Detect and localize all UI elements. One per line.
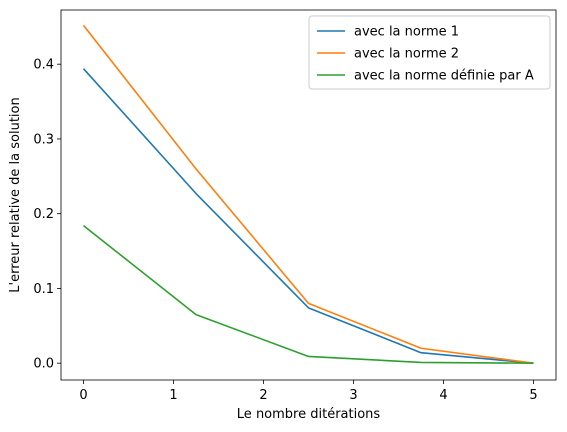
x-tick-label: 1 [169,388,177,403]
x-tick-label: 3 [349,388,357,403]
x-tick-label: 4 [439,388,447,403]
y-tick-label: 0.0 [33,357,54,372]
series-line-2 [82,24,534,364]
legend-label: avec la norme définie par A [354,69,534,84]
x-tick-label: 5 [529,388,537,403]
legend-label: avec la norme 2 [354,47,459,62]
y-axis-label: L'erreur relative de la solution [8,97,23,292]
x-tick-label: 2 [259,388,267,403]
plot-frame [60,9,557,381]
y-tick-label: 0.2 [33,207,54,222]
legend: avec la norme 1 avec la norme 2 avec la no… [308,15,551,90]
legend-box [308,15,551,90]
y-tick-label: 0.4 [33,58,54,73]
series-layer [82,24,534,364]
y-axis: 0.0 0.1 0.2 0.3 0.4 [33,58,61,372]
x-tick-label: 0 [79,388,87,403]
series-line-3 [83,225,534,364]
y-tick-label: 0.1 [33,282,54,297]
x-axis: 0 1 2 3 4 5 [79,380,538,403]
legend-label: avec la norme 1 [354,25,459,40]
series-line-1 [82,68,534,364]
x-axis-label: Le nombre ditérations [237,407,381,422]
y-tick-label: 0.3 [33,132,54,147]
